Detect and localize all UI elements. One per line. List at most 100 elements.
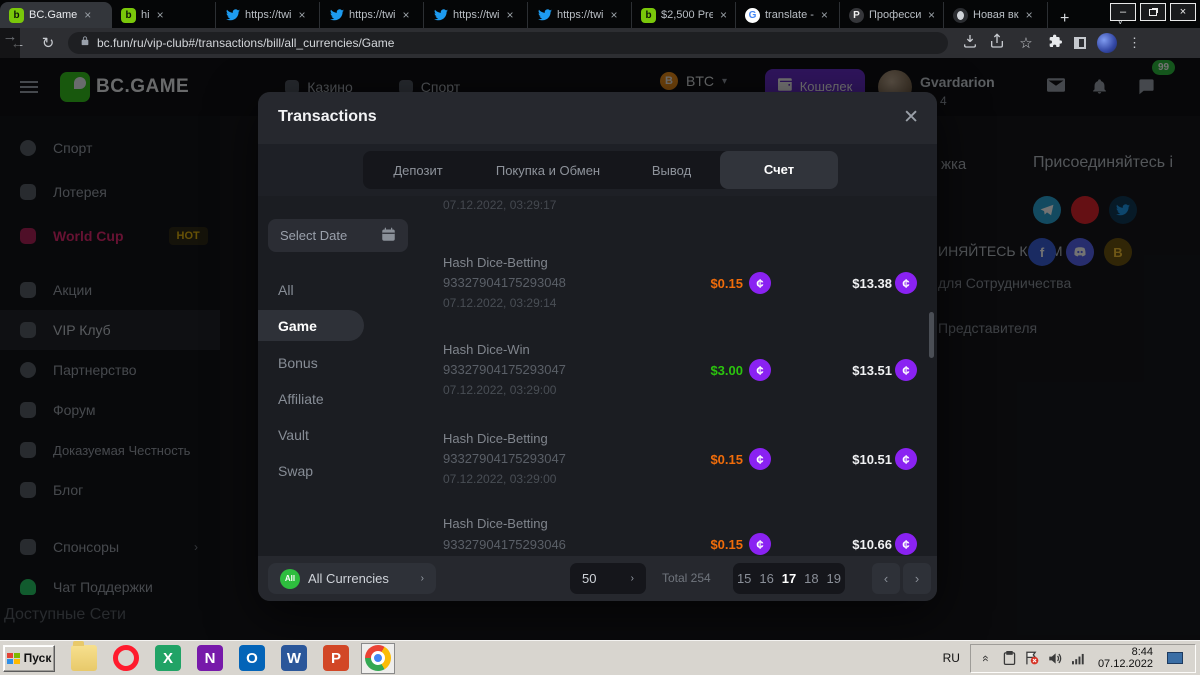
tab-close-icon[interactable]: × [719,8,727,22]
word-icon[interactable]: W [281,645,307,671]
twitter-favicon-icon [537,8,552,23]
page-number-current[interactable]: 17 [781,571,797,586]
bcgame-favicon-icon: b [121,7,136,23]
outlook-icon[interactable]: O [239,645,265,671]
close-button[interactable]: × [1170,3,1196,21]
scrollbar-thumb[interactable] [929,312,934,358]
all-currencies-button[interactable]: All All Currencies › [268,563,436,594]
modal-close-icon[interactable]: ✕ [903,107,919,128]
tab-close-icon[interactable]: × [820,8,828,22]
tab-title: https://twi [557,9,604,21]
forward-icon[interactable]: → [0,28,20,58]
browser-logo-favicon-icon [953,7,968,23]
tab-withdraw[interactable]: Вывод [651,162,692,178]
browser-tab-twitter[interactable]: https://twi × [528,2,632,28]
new-tab-button[interactable]: + [1060,10,1070,27]
modal-header: Transactions ✕ [258,92,937,144]
tab-title: https://twi [245,9,292,21]
file-explorer-icon[interactable] [71,641,97,671]
filter-vault[interactable]: Vault [278,427,309,443]
browser-tab-bcgame[interactable]: b BC.Game × [0,2,112,28]
tab-close-icon[interactable]: × [927,8,935,22]
tab-title: $2,500 Pre [661,9,713,21]
windows-logo-icon [6,652,20,664]
tab-close-icon[interactable]: × [84,8,92,22]
tab-close-icon[interactable]: × [298,8,306,22]
tab-close-icon[interactable]: × [156,8,164,22]
start-button[interactable]: Пуск [3,644,55,672]
bcd-coin-icon: ¢ [749,533,771,555]
restore-button[interactable] [1140,3,1166,21]
address-bar[interactable]: bc.fun/ru/vip-club#/transactions/bill/al… [68,32,948,54]
browser-tabbar: b BC.Game × b hi × https://twi × https:/… [0,0,1200,28]
transaction-date: 07.12.2022, 03:29:14 [443,296,557,310]
tab-close-icon[interactable]: × [402,8,410,22]
tab-deposit[interactable]: Депозит [393,162,443,178]
tab-bill[interactable]: Счет [720,151,838,189]
google-favicon-icon: G [745,7,760,23]
browser-tab-newtab[interactable]: Новая вк × [944,2,1048,28]
powerpoint-icon[interactable]: P [323,645,349,671]
transaction-id: 93327904175293046 [443,537,566,552]
bcd-coin-icon: ¢ [749,272,771,294]
tab-buy-swap[interactable]: Покупка и Обмен [495,162,601,178]
network-signal-icon[interactable] [1071,651,1086,666]
browser-tab-promo[interactable]: b $2,500 Pre × [632,2,736,28]
browser-tab-twitter[interactable]: https://twi × [424,2,528,28]
side-panel-icon[interactable] [1074,37,1086,49]
browser-tab-profession[interactable]: P Професси × [840,2,944,28]
tab-close-icon[interactable]: × [506,8,514,22]
profile-avatar[interactable] [1097,33,1117,53]
page-number[interactable]: 19 [826,571,841,586]
extensions-puzzle-icon[interactable] [1047,33,1063,54]
browser-tab-hi[interactable]: b hi × [112,2,216,28]
filter-affiliate[interactable]: Affiliate [278,391,324,407]
filter-bonus[interactable]: Bonus [278,355,318,371]
tray-window-icon[interactable] [1167,652,1183,664]
page-number[interactable]: 16 [759,571,774,586]
speaker-icon[interactable] [1048,651,1063,666]
browser-tab-twitter[interactable]: https://twi × [216,2,320,28]
save-page-icon[interactable] [962,33,978,54]
bcd-coin-icon: ¢ [895,448,917,470]
language-indicator[interactable]: RU [942,651,960,665]
tab-title: hi [141,9,150,21]
filter-game[interactable]: Game [278,318,317,334]
select-date-label: Select Date [280,228,348,243]
browser-tab-twitter[interactable]: https://twi × [320,2,424,28]
tab-close-icon[interactable]: × [1025,8,1033,22]
calendar-icon [381,227,396,245]
chrome-taskbar-button[interactable] [361,642,395,674]
chrome-icon [365,645,391,671]
page-number[interactable]: 15 [736,571,752,586]
opera-icon[interactable] [113,645,139,671]
tab-close-icon[interactable]: × [610,8,618,22]
transaction-amount: $0.15 [710,452,743,467]
p-favicon-icon: P [849,7,864,23]
transaction-id: 93327904175293048 [443,275,566,290]
filter-all[interactable]: All [278,282,294,298]
filter-swap[interactable]: Swap [278,463,314,479]
next-page-button[interactable]: › [903,563,931,594]
reload-icon[interactable]: ↻ [41,35,55,52]
minimize-button[interactable]: – [1110,3,1136,21]
page-size-selector[interactable]: 50 › [570,563,646,594]
show-hidden-icons-chevron[interactable]: « [979,654,994,662]
tab-search-chevron-icon[interactable]: ˅ [1117,17,1124,28]
excel-icon[interactable]: X [155,645,181,671]
select-date-button[interactable]: Select Date [268,219,408,252]
action-center-flag-icon[interactable] [1025,651,1040,666]
share-icon[interactable] [989,32,1005,54]
browser-tab-translate[interactable]: G translate - × [736,2,840,28]
transaction-date: 07.12.2022, 03:29:00 [443,472,557,486]
taskbar-clock[interactable]: 8:44 07.12.2022 [1098,646,1153,670]
all-currencies-icon: All [280,568,300,589]
bcgame-favicon-icon: b [9,7,24,23]
page-number[interactable]: 18 [804,571,819,586]
clipboard-tray-icon[interactable] [1002,651,1017,666]
browser-menu-icon[interactable]: ⋮ [1128,35,1141,50]
bookmark-star-icon[interactable]: ☆ [1019,35,1033,52]
transactions-modal: Transactions ✕ Депозит Покупка и Обмен В… [258,92,937,601]
previous-page-button[interactable]: ‹ [872,563,900,594]
onenote-icon[interactable]: N [197,645,223,671]
